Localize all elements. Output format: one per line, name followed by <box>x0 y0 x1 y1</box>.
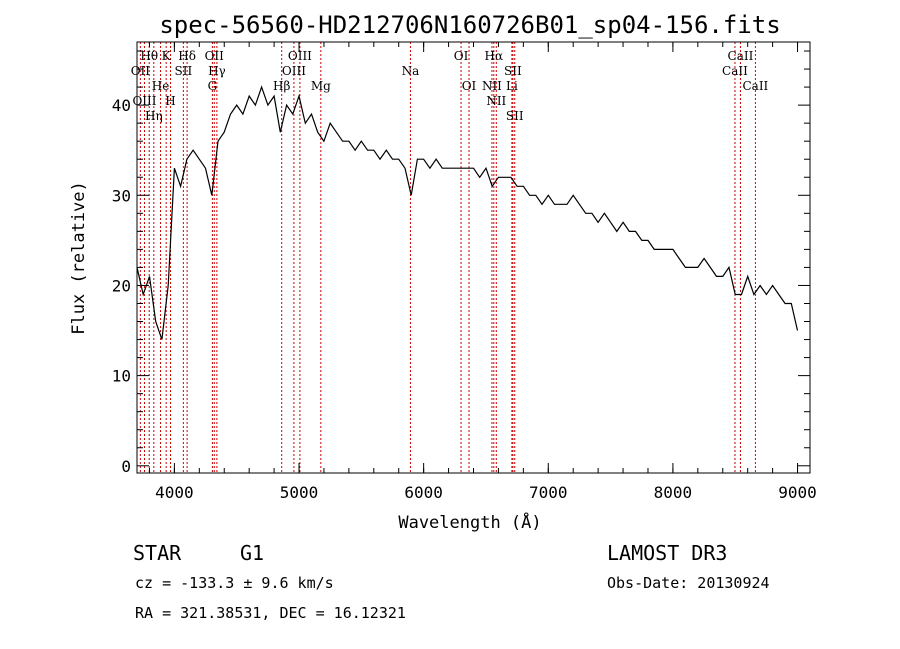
line-label: Hη <box>145 109 163 123</box>
survey-name: LAMOST DR3 <box>607 541 727 565</box>
line-label: CaII <box>722 64 748 78</box>
spectrum-line <box>136 85 799 340</box>
y-tick-label: 10 <box>112 367 131 386</box>
line-label: Na <box>402 64 420 78</box>
x-tick-label: 7000 <box>529 483 568 502</box>
line-label: OIII <box>132 94 156 108</box>
line-label: OII <box>205 49 225 63</box>
line-label: NII <box>482 79 502 93</box>
chart-title: spec-56560-HD212706N160726B01_sp04-156.f… <box>159 11 780 39</box>
line-label: Li <box>506 79 518 93</box>
line-label: SII <box>506 109 524 123</box>
line-label: SII <box>175 64 193 78</box>
line-label: Hγ <box>208 64 226 78</box>
object-subclass: G1 <box>240 541 264 565</box>
line-label: OIII <box>288 49 312 63</box>
line-label: NII <box>486 94 506 108</box>
redshift-text: cz = -133.3 ± 9.6 km/s <box>135 574 334 592</box>
line-label: OII <box>131 64 151 78</box>
line-label: H <box>165 94 175 108</box>
line-label: OIII <box>282 64 306 78</box>
y-tick-label: 20 <box>112 276 131 295</box>
line-label: He <box>152 79 170 93</box>
radec-text: RA = 321.38531, DEC = 16.12321 <box>135 604 406 622</box>
line-label: Hβ <box>273 79 290 93</box>
line-label: SII <box>504 64 522 78</box>
y-tick-label: 40 <box>112 96 131 115</box>
line-label: G <box>208 79 218 93</box>
line-label: Hα <box>485 49 504 63</box>
line-label: OI <box>454 49 469 63</box>
line-label: Hθ <box>140 49 158 63</box>
x-tick-label: 6000 <box>404 483 443 502</box>
x-tick-label: 9000 <box>778 483 817 502</box>
x-tick-label: 5000 <box>280 483 319 502</box>
line-label: K <box>162 49 172 63</box>
line-label: Mg <box>311 79 331 93</box>
line-label: OI <box>462 79 477 93</box>
obs-date: Obs-Date: 20130924 <box>607 574 770 592</box>
y-tick-label: 30 <box>112 186 131 205</box>
line-label: Hδ <box>178 49 196 63</box>
x-tick-label: 8000 <box>654 483 693 502</box>
x-axis-label: Wavelength (Å) <box>398 511 541 533</box>
line-label: CaII <box>728 49 754 63</box>
y-tick-label: 0 <box>121 457 131 476</box>
object-class: STAR <box>133 541 182 565</box>
y-axis-label: Flux (relative) <box>69 181 89 335</box>
x-tick-label: 4000 <box>155 483 194 502</box>
line-label: CaII <box>742 79 768 93</box>
